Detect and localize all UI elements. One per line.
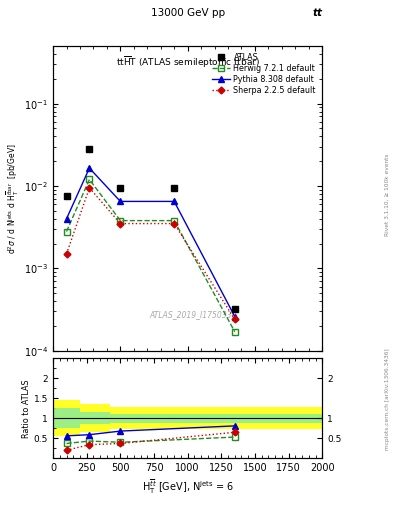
Sherpa 2.2.5 default <box>232 316 237 323</box>
Line: Pythia 8.308 default: Pythia 8.308 default <box>63 165 238 319</box>
Herwig 7.2.1 default <box>172 218 176 224</box>
Pythia 8.308 default <box>64 216 69 222</box>
Legend: ATLAS, Herwig 7.2.1 default, Pythia 8.308 default, Sherpa 2.2.5 default: ATLAS, Herwig 7.2.1 default, Pythia 8.30… <box>210 50 318 97</box>
Pythia 8.308 default <box>118 198 123 204</box>
Line: ATLAS: ATLAS <box>63 146 238 312</box>
Text: 13000 GeV pp: 13000 GeV pp <box>151 8 225 18</box>
Pythia 8.308 default <box>172 198 176 204</box>
Y-axis label: Ratio to ATLAS: Ratio to ATLAS <box>22 379 31 438</box>
Sherpa 2.2.5 default <box>87 185 92 191</box>
Sherpa 2.2.5 default <box>172 221 176 227</box>
Sherpa 2.2.5 default <box>118 221 123 227</box>
Herwig 7.2.1 default <box>64 228 69 234</box>
Text: mcplots.cern.ch [arXiv:1306.3436]: mcplots.cern.ch [arXiv:1306.3436] <box>385 349 389 450</box>
Text: tt: tt <box>312 8 322 18</box>
ATLAS <box>232 306 237 312</box>
Text: ATLAS_2019_I1750330: ATLAS_2019_I1750330 <box>149 310 237 318</box>
X-axis label: H$_{\rm T}^{\overline{t}\bar{t}}$ [GeV], N$^{\rm jets}$ = 6: H$_{\rm T}^{\overline{t}\bar{t}}$ [GeV],… <box>141 477 234 496</box>
ATLAS <box>64 193 69 199</box>
Pythia 8.308 default <box>232 313 237 319</box>
Line: Sherpa 2.2.5 default: Sherpa 2.2.5 default <box>64 185 237 322</box>
Herwig 7.2.1 default <box>232 329 237 335</box>
Herwig 7.2.1 default <box>118 218 123 224</box>
Y-axis label: d$^2\sigma$ / d N$^{\rm jets}$ d H$_{\rm T}^{\overline{t}\rm{bar}}$  [pb/GeV]: d$^2\sigma$ / d N$^{\rm jets}$ d H$_{\rm… <box>5 143 21 254</box>
Line: Herwig 7.2.1 default: Herwig 7.2.1 default <box>63 176 238 335</box>
Pythia 8.308 default <box>87 165 92 171</box>
Herwig 7.2.1 default <box>87 177 92 183</box>
Text: Rivet 3.1.10, ≥ 100k events: Rivet 3.1.10, ≥ 100k events <box>385 153 389 236</box>
Sherpa 2.2.5 default <box>64 251 69 257</box>
ATLAS <box>87 146 92 152</box>
ATLAS <box>172 185 176 191</box>
Text: tt$\overline{\rm H}$T (ATLAS semileptonic t$\bar{\rm t}$bar): tt$\overline{\rm H}$T (ATLAS semileptoni… <box>116 55 260 71</box>
ATLAS <box>118 185 123 191</box>
